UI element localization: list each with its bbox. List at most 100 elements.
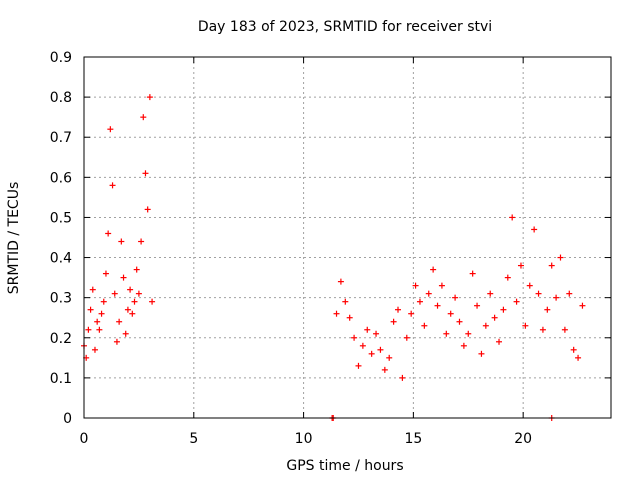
data-points — [81, 94, 586, 421]
data-point — [496, 338, 503, 345]
data-point — [487, 290, 494, 297]
data-point — [135, 290, 142, 297]
data-point — [118, 238, 125, 245]
data-point — [460, 342, 467, 349]
data-point — [142, 170, 149, 177]
x-tick-label: 10 — [295, 431, 313, 447]
data-point — [96, 326, 103, 333]
data-point — [138, 238, 145, 245]
data-point — [87, 306, 94, 313]
y-tick-label: 0.5 — [50, 210, 72, 226]
y-tick-label: 0 — [63, 411, 72, 427]
data-point — [373, 330, 380, 337]
data-point — [89, 286, 96, 293]
y-tick-labels: 0 0.1 0.2 0.3 0.4 0.5 0.6 0.7 0.8 0.9 — [50, 50, 72, 427]
data-point — [421, 322, 428, 329]
data-point — [129, 310, 136, 317]
data-point — [364, 326, 371, 333]
data-point — [113, 338, 120, 345]
data-point — [140, 114, 147, 121]
data-point — [381, 366, 388, 373]
data-point — [359, 342, 366, 349]
grid — [84, 57, 611, 418]
data-point — [535, 290, 542, 297]
y-tick-label: 0.7 — [50, 130, 72, 146]
data-point — [403, 334, 410, 341]
data-point — [553, 294, 560, 301]
data-point — [102, 270, 109, 277]
data-point — [149, 298, 156, 305]
data-point — [531, 226, 538, 233]
data-point — [430, 266, 437, 273]
data-point — [368, 350, 375, 357]
data-point — [408, 310, 415, 317]
data-point — [351, 334, 358, 341]
y-tick-label: 0.9 — [50, 50, 72, 66]
data-point — [94, 318, 101, 325]
data-point — [504, 274, 511, 281]
data-point — [469, 270, 476, 277]
data-point — [85, 326, 92, 333]
x-tick-label: 5 — [189, 431, 198, 447]
data-point — [144, 206, 151, 213]
data-point — [337, 278, 344, 285]
data-point — [465, 330, 472, 337]
data-point — [425, 290, 432, 297]
data-point — [416, 298, 423, 305]
y-tick-label: 0.6 — [50, 170, 72, 186]
x-tick-label: 15 — [404, 431, 422, 447]
data-point — [434, 302, 441, 309]
data-point — [474, 302, 481, 309]
data-point — [120, 274, 127, 281]
y-tick-label: 0.8 — [50, 90, 72, 106]
data-point — [566, 290, 573, 297]
data-point — [482, 322, 489, 329]
data-point — [500, 306, 507, 313]
data-point — [443, 330, 450, 337]
axis-ticks — [83, 56, 611, 419]
data-point — [346, 314, 353, 321]
data-point — [122, 330, 129, 337]
x-axis-label: GPS time / hours — [286, 458, 403, 474]
data-point — [526, 282, 533, 289]
data-point — [478, 350, 485, 357]
data-point — [509, 214, 516, 221]
data-point — [395, 306, 402, 313]
data-point — [127, 286, 134, 293]
data-point — [557, 254, 564, 261]
data-point — [561, 326, 568, 333]
y-axis-label: SRMTID / TECUs — [6, 182, 22, 295]
data-point — [544, 306, 551, 313]
data-point — [377, 346, 384, 353]
data-point — [579, 302, 586, 309]
data-point — [522, 322, 529, 329]
x-tick-labels: 0 5 10 15 20 — [80, 431, 533, 447]
data-point — [548, 262, 555, 269]
data-point — [91, 346, 98, 353]
data-point — [98, 310, 105, 317]
data-point — [107, 126, 114, 133]
data-point — [447, 310, 454, 317]
data-point — [111, 290, 118, 297]
data-point — [399, 374, 406, 381]
data-point — [146, 94, 153, 101]
data-point — [133, 266, 140, 273]
data-point — [109, 182, 116, 189]
data-point — [105, 230, 112, 237]
data-point — [355, 362, 362, 369]
data-point — [131, 298, 138, 305]
data-point — [100, 298, 107, 305]
data-point — [452, 294, 459, 301]
plot-frame — [83, 56, 612, 419]
data-point — [342, 298, 349, 305]
data-point — [116, 318, 123, 325]
data-point — [333, 310, 340, 317]
data-point — [386, 354, 393, 361]
data-point — [438, 282, 445, 289]
data-point — [539, 326, 546, 333]
data-point — [491, 314, 498, 321]
data-point — [517, 262, 524, 269]
data-point — [124, 306, 131, 313]
data-point — [456, 318, 463, 325]
